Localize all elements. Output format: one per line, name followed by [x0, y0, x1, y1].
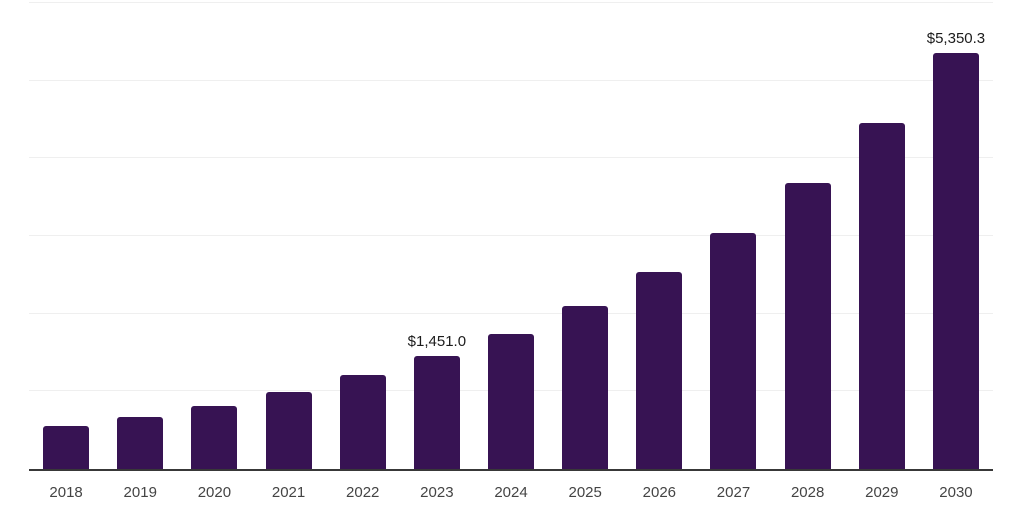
bar-column-2024 — [474, 3, 548, 469]
bar-column-2029 — [845, 3, 919, 469]
bar-2022 — [339, 375, 386, 469]
x-axis-line — [29, 469, 993, 471]
x-tick-label-2029: 2029 — [865, 484, 899, 501]
x-tick-label-2024: 2024 — [494, 484, 528, 501]
x-tick-label-2030: 2030 — [939, 484, 973, 501]
x-tick-label-2026: 2026 — [642, 484, 677, 501]
gridline-6000 — [29, 2, 993, 3]
bar-column-2023: $1,451.0 — [400, 3, 474, 469]
bar-2019 — [117, 417, 164, 469]
bar-2030 — [932, 53, 979, 469]
bar-value-label-2023: $1,451.0 — [407, 333, 467, 351]
bar-2024 — [488, 334, 535, 469]
gridline-4000 — [29, 157, 993, 159]
bar-column-2018 — [29, 3, 103, 469]
x-tick-label-2023: 2023 — [420, 484, 454, 501]
bar-2028 — [784, 183, 831, 469]
bar-2029 — [858, 123, 905, 469]
bar-column-2027 — [696, 3, 770, 469]
x-tick-label-2028: 2028 — [790, 484, 825, 501]
bar-column-2022 — [326, 3, 400, 469]
x-axis: 2018 2019 2020 2021 2022 2023 2024 2025 2026 2027… — [29, 481, 993, 505]
x-tick-label-2020: 2020 — [197, 484, 232, 501]
bar-2020 — [191, 406, 238, 469]
x-tick-label-2025: 2025 — [568, 484, 602, 501]
x-tick-label-2021: 2021 — [271, 484, 306, 501]
bar-2026 — [636, 272, 683, 469]
bar-2018 — [43, 425, 90, 469]
bar-2021 — [265, 392, 312, 469]
bar-2025 — [562, 306, 609, 469]
bar-column-2025 — [548, 3, 622, 469]
bars-row: $1,451.0 $5,350.3 — [29, 3, 993, 469]
bar-2027 — [710, 233, 757, 469]
bar-column-2030: $5,350.3 — [919, 3, 993, 469]
x-tick-label-2022: 2022 — [346, 484, 380, 501]
bar-column-2019 — [103, 3, 177, 469]
bar-column-2021 — [251, 3, 325, 469]
x-tick-label-2027: 2027 — [716, 484, 751, 501]
gridline-5000 — [29, 79, 993, 81]
plot-area: $1,451.0 $5,350.3 — [29, 2, 993, 471]
bar-column-2028 — [771, 3, 845, 469]
bar-value-label-2030: $5,350.3 — [926, 30, 986, 48]
x-tick-label-2019: 2019 — [123, 484, 157, 501]
bar-column-2026 — [622, 3, 696, 469]
gridline-3000 — [29, 235, 993, 236]
x-tick-label-2018: 2018 — [49, 484, 83, 501]
gridline-2000 — [29, 312, 993, 314]
bar-2023 — [413, 356, 460, 469]
bar-column-2020 — [177, 3, 251, 469]
